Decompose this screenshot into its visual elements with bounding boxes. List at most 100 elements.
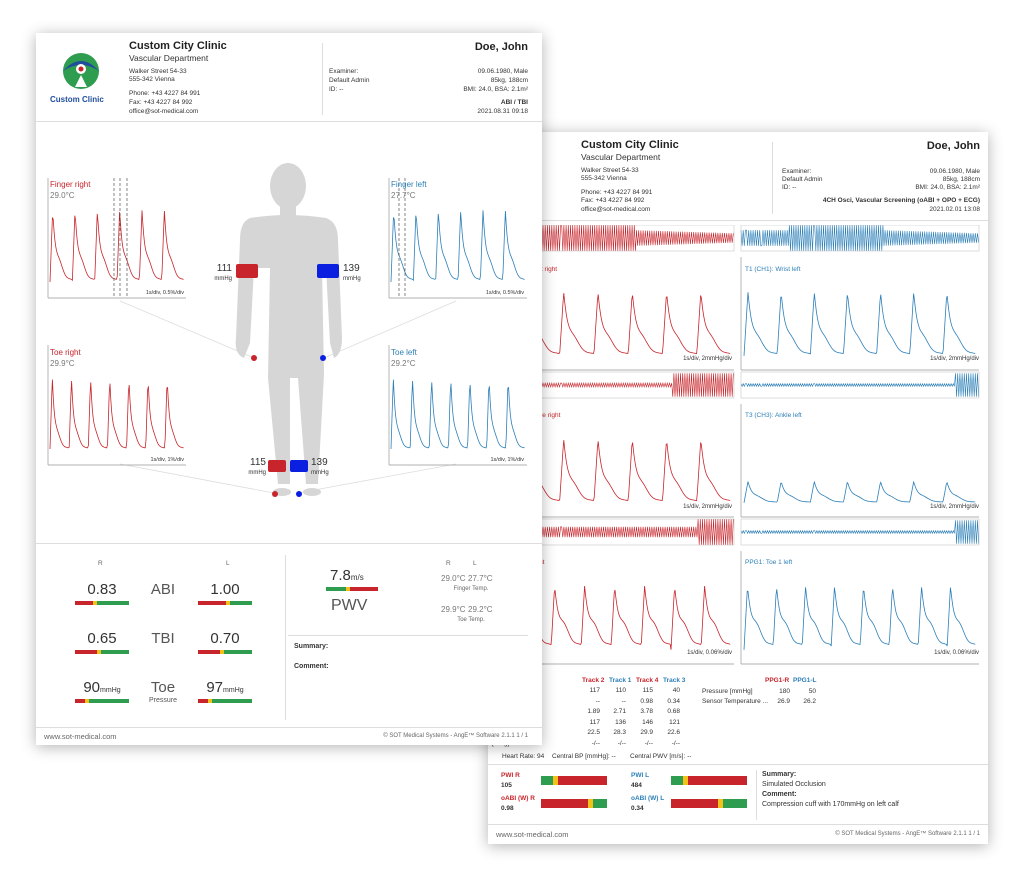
strip-toe-left <box>740 518 980 546</box>
result-cell: 0.68 <box>667 708 680 715</box>
pwv-gauge <box>326 587 378 591</box>
finger-left-temp: 27.7°C <box>391 191 416 200</box>
pulse-wrist-left <box>740 257 979 371</box>
toe-right-label: Toe right <box>50 348 81 357</box>
comment-text: Compression cuff with 170mmHg on left ca… <box>762 801 899 808</box>
human-silhouette-icon <box>235 163 342 496</box>
result-cell: 0.34 <box>667 697 680 705</box>
report-page-abi-tbi: Custom Clinic Custom City Clinic Vascula… <box>36 33 542 745</box>
toe-pressure-sublabel: Pressure <box>148 697 177 704</box>
result-cell: 117 <box>589 718 600 726</box>
finger-right-scale: 1s/div, 0.5%/div <box>145 290 184 296</box>
finger-right-label: Finger right <box>50 180 91 189</box>
toe-temp-label: Toe Temp. <box>457 617 485 623</box>
toe-left-label: Toe left <box>391 348 417 357</box>
toe-pressure-left-value: 97 <box>206 679 224 696</box>
pulse-toe-left <box>740 551 979 665</box>
comment-label: Comment: <box>294 663 329 670</box>
pwi-l-gauge <box>671 776 747 785</box>
col-right-header: R <box>98 560 103 567</box>
cuff-ankle-right <box>268 460 286 472</box>
result-cell: 29.9 <box>640 729 653 736</box>
result-cell: 146 <box>642 718 653 726</box>
exam-date: 2021.02.01 13:08 <box>929 206 980 213</box>
oabi-r-value: 0.98 <box>501 805 514 812</box>
result-cell: -- <box>595 697 600 705</box>
arm-left-unit: mmHg <box>343 276 361 282</box>
result-cell: 121 <box>669 718 680 726</box>
oabi-r-label: oABI (W) R <box>501 795 535 802</box>
sensor-toe-right <box>272 491 278 497</box>
city: 555-342 Vienna <box>581 175 627 182</box>
finger-temp-left: 27.7°C <box>468 574 493 583</box>
department: Vascular Department <box>581 152 661 162</box>
clinic-name: Custom City Clinic <box>581 139 679 151</box>
result-cell: -- <box>621 697 626 705</box>
toe-right-gauge <box>75 699 129 703</box>
waveform-grid <box>488 225 980 665</box>
scale-ankle-left: 1s/div, 2mmHg/div <box>930 504 979 510</box>
examiner: Default Admin <box>329 77 370 84</box>
ppg-temp-l: 26.2 <box>803 698 816 705</box>
result-cell: -/-- <box>644 739 653 747</box>
abi-right-value: 0.83 <box>87 581 117 598</box>
result-cell: 22.6 <box>667 729 680 736</box>
result-cell: 136 <box>615 718 626 726</box>
toe-left-scale: 1s/div, 1%/div <box>490 457 524 463</box>
pwi-l-label: PWI L <box>631 772 650 779</box>
toe-pressure-right-value: 90 <box>83 679 101 696</box>
pulse-ankle-left <box>740 404 979 518</box>
result-cell: -/-- <box>617 739 626 747</box>
cuff-arm-right <box>236 264 258 278</box>
toe-right-scale: 1s/div, 1%/div <box>150 457 184 463</box>
toe-right-temp: 29.9°C <box>50 359 75 368</box>
scale-wrist-left: 1s/div, 2mmHg/div <box>930 356 979 362</box>
exam-type: 4CH Osci, Vascular Screening (oABI + OPO… <box>822 197 980 204</box>
pwi-r-value: 105 <box>501 782 512 789</box>
temp-col-r: R <box>446 560 451 567</box>
result-cell: -/-- <box>671 739 680 747</box>
arm-right-unit: mmHg <box>214 276 232 282</box>
result-cell: 22.5 <box>587 729 600 736</box>
sensor-toe-left <box>296 491 302 497</box>
finger-right-temp: 29.0°C <box>50 191 75 200</box>
track-1-header: Track 1 <box>609 677 632 684</box>
label-ankle-left: T3 (CH3): Ankle left <box>745 412 802 419</box>
oabi-l-value: 0.34 <box>631 805 644 812</box>
central-pwv: Central PWV [m/s]: -- <box>630 753 692 760</box>
sensor-finger-right <box>251 355 257 361</box>
ppg-temp-r: 26.9 <box>777 698 790 705</box>
abi-right-gauge <box>75 601 129 605</box>
finger-left-label: Finger left <box>391 180 427 189</box>
ppg-pressure-l: 50 <box>808 688 816 695</box>
toe-left-temp: 29.2°C <box>391 359 416 368</box>
bmi: BMI: 24.0, BSA: 2.1m² <box>915 184 980 191</box>
arm-left-pressure: 139 <box>343 263 360 274</box>
label-wrist-left: T1 (CH1): Wrist left <box>745 266 801 273</box>
clinic-logo-icon <box>63 53 99 89</box>
oabi-r-gauge <box>541 799 607 808</box>
oabi-l-gauge <box>671 799 747 808</box>
patient-id: ID: -- <box>782 184 797 191</box>
ppg-r-header: PPG1-R <box>765 677 790 684</box>
footer-copyright: © SOT Medical Systems - AngE™ Software 2… <box>383 733 528 739</box>
tbi-right-gauge <box>75 650 129 654</box>
toe-pressure-left-unit: mmHg <box>223 687 244 694</box>
clinic-name: Custom City Clinic <box>129 40 227 52</box>
pwi-r-label: PWI R <box>501 772 520 779</box>
track-3-header: Track 3 <box>663 677 686 684</box>
department: Vascular Department <box>129 53 209 63</box>
summary-label: Summary: <box>294 643 329 650</box>
sensor-finger-left <box>320 355 326 361</box>
fax: Fax: +43 4227 84 992 <box>129 99 193 106</box>
scale-toe-right: 1s/div, 0.06%/div <box>687 650 732 656</box>
result-cell: 110 <box>615 687 626 694</box>
result-cell: 28.3 <box>613 729 626 736</box>
ankle-right-pressure: 115 <box>250 457 266 468</box>
oabi-l-label: oABI (W) L <box>631 795 665 802</box>
examiner: Default Admin <box>782 176 823 183</box>
col-left-header: L <box>226 560 230 567</box>
temp-col-l: L <box>473 560 477 567</box>
phone: Phone: +43 4227 84 991 <box>129 90 201 97</box>
result-cell: 3.78 <box>640 708 653 715</box>
